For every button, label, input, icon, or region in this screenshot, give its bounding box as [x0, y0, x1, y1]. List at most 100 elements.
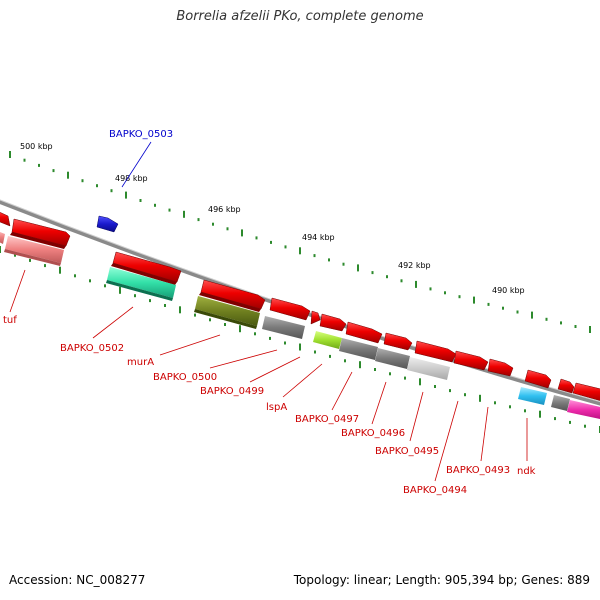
- scale-upper-minor-tick: [96, 184, 98, 188]
- gene-label-bapko-0499: BAPKO_0499: [200, 386, 264, 397]
- gene-upper-14: [557, 378, 575, 394]
- scale-upper-minor-tick: [516, 310, 519, 314]
- scale-upper-minor-tick: [502, 306, 504, 310]
- scale-upper-major-tick: [531, 311, 533, 319]
- gene-label-ndk: ndk: [517, 466, 536, 477]
- scale-lower-major-tick: [59, 266, 61, 274]
- scale-lower-major-tick: [239, 325, 241, 333]
- scale-lower-minor-tick: [269, 336, 271, 340]
- gene-label-tuf: tuf: [3, 315, 17, 326]
- scale-lower-minor-tick: [434, 385, 436, 388]
- gene-bapko-0503-arrow: [96, 215, 119, 233]
- feature-lower-1: [0, 232, 5, 244]
- scale-upper-minor-tick: [284, 245, 287, 249]
- scale-label-492: 492 kbp: [398, 261, 431, 270]
- scale-lower-minor-tick: [314, 350, 316, 354]
- scale-lower-major-tick: [299, 343, 301, 351]
- scale-lower-minor-tick: [449, 389, 451, 393]
- gene-label-bapko-0493: BAPKO_0493: [446, 465, 510, 476]
- scale-lower-major-tick: [419, 378, 421, 386]
- scale-upper-minor-tick: [154, 203, 156, 207]
- scale-lower-minor-tick: [494, 401, 496, 405]
- gene-upper-15: [572, 382, 600, 401]
- scale-lower-minor-tick: [224, 323, 226, 326]
- scale-upper-minor-tick: [81, 179, 84, 183]
- gene-upper-9: [383, 332, 413, 351]
- gene-label-lspa: lspA: [266, 402, 287, 413]
- scale-lower-minor-tick: [464, 393, 466, 397]
- gene-label-bapko-0495: BAPKO_0495: [375, 446, 439, 457]
- scale-upper-minor-tick: [168, 208, 171, 212]
- gene-upper-1: [0, 212, 11, 227]
- feature-lower-7: [339, 338, 378, 360]
- feature-lower-5: [262, 316, 305, 339]
- scale-lower-minor-tick: [344, 359, 346, 363]
- feature-lower-3: [106, 267, 176, 301]
- genome-summary-text: Topology: linear; Length: 905,394 bp; Ge…: [293, 573, 590, 587]
- gene-upper-7: [319, 313, 347, 332]
- scale-lower-minor-tick: [89, 279, 91, 283]
- scale-upper-minor-tick: [371, 271, 374, 275]
- scale-upper-minor-tick: [226, 227, 229, 231]
- leader-mura: [159, 334, 221, 356]
- scale-lower-minor-tick: [584, 424, 586, 428]
- gene-upper-2: [10, 218, 71, 249]
- scale-lower-minor-tick: [134, 294, 136, 298]
- leader-bapko-0503: [121, 141, 152, 188]
- leader-bapko-0496: [371, 381, 387, 425]
- leader-bapko-0494: [434, 400, 459, 482]
- gene-upper-12: [487, 358, 514, 377]
- scale-upper-minor-tick: [139, 199, 142, 202]
- scale-lower-minor-tick: [569, 420, 571, 424]
- scale-upper-minor-tick: [38, 163, 40, 167]
- gene-upper-4: [199, 279, 266, 312]
- scale-dots-upper: [9, 151, 591, 333]
- scale-lower-major-tick: [359, 361, 361, 369]
- gene-label-bapko-0497: BAPKO_0497: [295, 414, 359, 425]
- scale-upper-minor-tick: [342, 262, 345, 266]
- leader-bapko-0502: [92, 306, 134, 339]
- scale-lower-minor-tick: [44, 264, 46, 268]
- accession-text: Accession: NC_008277: [9, 573, 146, 587]
- gene-label-bapko-0503: BAPKO_0503: [109, 129, 173, 140]
- scale-label-496: 496 kbp: [208, 205, 241, 214]
- scale-lower-minor-tick: [284, 341, 286, 345]
- scale-lower-minor-tick: [14, 253, 16, 257]
- gene-upper-6: [310, 310, 321, 325]
- scale-upper-minor-tick: [328, 258, 330, 262]
- leader-bapko-0495: [409, 391, 424, 442]
- scale-lower-minor-tick: [164, 304, 166, 307]
- gene-upper-5: [269, 297, 311, 321]
- scale-lower-minor-tick: [329, 354, 331, 358]
- scale-label-500: 500 kbp: [20, 142, 53, 151]
- scale-upper-minor-tick: [386, 275, 388, 279]
- scale-lower-minor-tick: [104, 284, 106, 288]
- leader-tuf: [9, 269, 26, 313]
- scale-upper-minor-tick: [487, 302, 490, 306]
- scale-lower-minor-tick: [254, 332, 256, 336]
- scale-upper-minor-tick: [110, 189, 113, 193]
- scale-upper-minor-tick: [560, 321, 562, 325]
- scale-lower-major-tick: [119, 286, 121, 294]
- scale-upper-minor-tick: [574, 325, 577, 328]
- scale-upper-minor-tick: [444, 291, 446, 295]
- feature-lower-4: [194, 296, 260, 329]
- scale-lower-minor-tick: [524, 409, 526, 413]
- scale-upper-minor-tick: [429, 287, 432, 291]
- scale-lower-minor-tick: [209, 318, 211, 322]
- gene-upper-8: [345, 321, 383, 344]
- scale-upper-major-tick: [9, 151, 11, 158]
- scale-upper-major-tick: [299, 247, 301, 255]
- scale-upper-minor-tick: [212, 222, 214, 226]
- scale-label-494: 494 kbp: [302, 233, 335, 242]
- gene-label-mura: murA: [127, 357, 154, 368]
- feature-lower-11: [551, 395, 570, 411]
- scale-upper-major-tick: [415, 280, 417, 288]
- scale-upper-major-tick: [67, 171, 69, 179]
- scale-dots-lower: [0, 246, 600, 433]
- gene-upper-11: [453, 350, 489, 371]
- scale-upper-minor-tick: [270, 240, 272, 244]
- scale-lower-major-tick: [479, 394, 481, 402]
- scale-lower-minor-tick: [194, 313, 196, 317]
- leader-bapko-0500: [209, 349, 278, 369]
